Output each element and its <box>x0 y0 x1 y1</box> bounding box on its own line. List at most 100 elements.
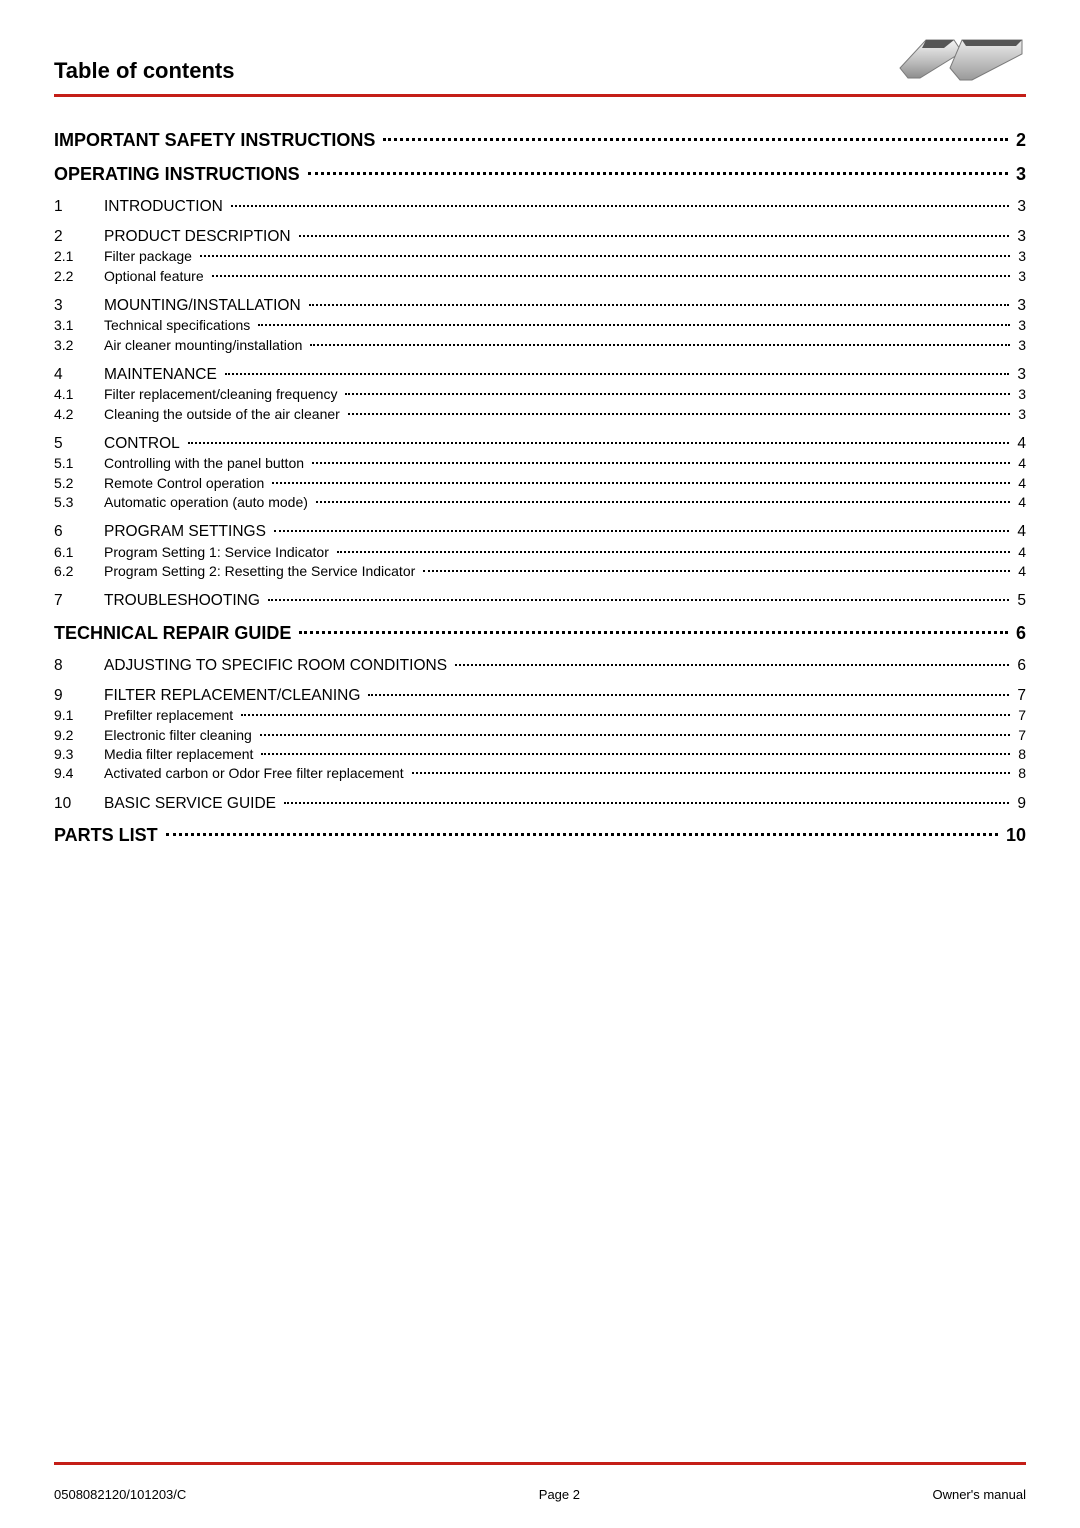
toc-page: 3 <box>1014 247 1026 266</box>
toc-number: 2.1 <box>54 247 104 266</box>
toc-title: Controlling with the panel button <box>104 454 308 473</box>
toc-page: 4 <box>1014 562 1026 581</box>
toc-number: 3.2 <box>54 336 104 355</box>
toc-title: MAINTENANCE <box>104 364 221 385</box>
toc-row: 2PRODUCT DESCRIPTION3 <box>54 226 1026 247</box>
toc-title: Technical specifications <box>104 316 254 335</box>
toc-title: Air cleaner mounting/installation <box>104 336 306 355</box>
toc-number: 4.2 <box>54 405 104 424</box>
toc-leader <box>268 599 1009 601</box>
toc-group: 7TROUBLESHOOTING5 <box>54 590 1026 611</box>
toc-row: 3.2Air cleaner mounting/installation 3 <box>54 336 1026 355</box>
toc-row: 6.1Program Setting 1: Service Indicator 4 <box>54 543 1026 562</box>
toc-title: Cleaning the outside of the air cleaner <box>104 405 344 424</box>
toc-page: 4 <box>1014 454 1026 473</box>
toc-leader <box>423 570 1010 572</box>
toc-leader <box>258 324 1010 326</box>
toc-title: Activated carbon or Odor Free filter rep… <box>104 764 408 783</box>
toc-leader <box>309 304 1010 306</box>
toc-number: 10 <box>54 793 104 814</box>
toc-leader <box>274 530 1009 532</box>
toc-row: 5.2Remote Control operation4 <box>54 474 1026 493</box>
toc-group: PARTS LIST 10 <box>54 823 1026 848</box>
toc-title: Optional feature <box>104 267 208 286</box>
toc-group: TECHNICAL REPAIR GUIDE6 <box>54 621 1026 646</box>
toc-title: PRODUCT DESCRIPTION <box>104 226 295 247</box>
toc-title: INTRODUCTION <box>104 196 227 217</box>
toc-row: 4.1Filter replacement/cleaning frequency… <box>54 385 1026 404</box>
toc-leader <box>260 734 1010 736</box>
toc-page: 4 <box>1013 433 1026 454</box>
toc-page: 3 <box>1013 364 1026 385</box>
toc-row: 3MOUNTING/INSTALLATION3 <box>54 295 1026 316</box>
toc-title: CONTROL <box>104 433 184 454</box>
toc-number: 2.2 <box>54 267 104 286</box>
toc-title: BASIC SERVICE GUIDE <box>104 793 280 814</box>
toc-leader <box>212 275 1011 277</box>
toc-leader <box>231 205 1010 207</box>
toc-row: TECHNICAL REPAIR GUIDE6 <box>54 621 1026 646</box>
toc-number: 6.1 <box>54 543 104 562</box>
toc-leader <box>308 172 1008 175</box>
toc-page: 3 <box>1014 385 1026 404</box>
toc-number: 5.2 <box>54 474 104 493</box>
toc-row: 4.2Cleaning the outside of the air clean… <box>54 405 1026 424</box>
toc-row: 1INTRODUCTION3 <box>54 196 1026 217</box>
toc-leader <box>337 551 1010 553</box>
toc-row: OPERATING INSTRUCTIONS3 <box>54 162 1026 187</box>
toc-row: 8ADJUSTING TO SPECIFIC ROOM CONDITIONS6 <box>54 655 1026 676</box>
toc-title: Program Setting 1: Service Indicator <box>104 543 333 562</box>
toc-number: 3.1 <box>54 316 104 335</box>
page: Table of contents IMPORTANT SAFETY INSTR… <box>0 0 1080 1528</box>
toc-number: 6 <box>54 521 104 542</box>
toc-page: 5 <box>1013 590 1026 611</box>
toc-row: 9.1Prefilter replacement7 <box>54 706 1026 725</box>
toc-number: 9.3 <box>54 745 104 764</box>
toc-row: 2.2Optional feature 3 <box>54 267 1026 286</box>
toc-title: Automatic operation (auto mode) <box>104 493 312 512</box>
toc-page: 2 <box>1012 128 1026 153</box>
product-logo <box>866 34 1026 84</box>
toc-row: 10BASIC SERVICE GUIDE 9 <box>54 793 1026 814</box>
toc-page: 4 <box>1014 543 1026 562</box>
toc-row: IMPORTANT SAFETY INSTRUCTIONS2 <box>54 128 1026 153</box>
toc-page: 3 <box>1014 267 1026 286</box>
toc-row: 9.2Electronic filter cleaning7 <box>54 726 1026 745</box>
toc-number: 7 <box>54 590 104 611</box>
toc-leader <box>241 714 1010 716</box>
toc-number: 6.2 <box>54 562 104 581</box>
toc-group: 6PROGRAM SETTINGS46.1Program Setting 1: … <box>54 521 1026 581</box>
toc-page: 4 <box>1014 493 1026 512</box>
toc-leader <box>348 413 1010 415</box>
toc-group: 8ADJUSTING TO SPECIFIC ROOM CONDITIONS6 <box>54 655 1026 676</box>
toc-number: 5.1 <box>54 454 104 473</box>
toc-leader <box>310 344 1010 346</box>
footer-doc-type: Owner's manual <box>932 1487 1026 1502</box>
toc-page: 3 <box>1014 336 1026 355</box>
toc-leader <box>455 664 1009 666</box>
toc-number: 5.3 <box>54 493 104 512</box>
toc-title: PARTS LIST <box>54 823 162 848</box>
toc-page: 6 <box>1013 655 1026 676</box>
toc-group: OPERATING INSTRUCTIONS3 <box>54 162 1026 187</box>
toc-number: 9.1 <box>54 706 104 725</box>
toc-title: TECHNICAL REPAIR GUIDE <box>54 621 295 646</box>
toc-title: Prefilter replacement <box>104 706 237 725</box>
toc-group: 5CONTROL45.1Controlling with the panel b… <box>54 433 1026 512</box>
toc-row: 6PROGRAM SETTINGS4 <box>54 521 1026 542</box>
page-footer: 0508082120/101203/C Page 2 Owner's manua… <box>54 1465 1026 1508</box>
toc-number: 1 <box>54 196 104 217</box>
toc-page: 9 <box>1013 793 1026 814</box>
toc-row: 4MAINTENANCE3 <box>54 364 1026 385</box>
toc-group: 3MOUNTING/INSTALLATION33.1Technical spec… <box>54 295 1026 355</box>
toc-page: 10 <box>1002 823 1026 848</box>
toc-leader <box>166 833 998 836</box>
toc-leader <box>345 393 1010 395</box>
table-of-contents: IMPORTANT SAFETY INSTRUCTIONS2 OPERATING … <box>54 119 1026 848</box>
toc-row: 6.2Program Setting 2: Resetting the Serv… <box>54 562 1026 581</box>
toc-leader <box>312 462 1010 464</box>
toc-number: 9.2 <box>54 726 104 745</box>
footer-doc-id: 0508082120/101203/C <box>54 1487 186 1502</box>
toc-page: 7 <box>1013 685 1026 706</box>
toc-page: 8 <box>1014 745 1026 764</box>
